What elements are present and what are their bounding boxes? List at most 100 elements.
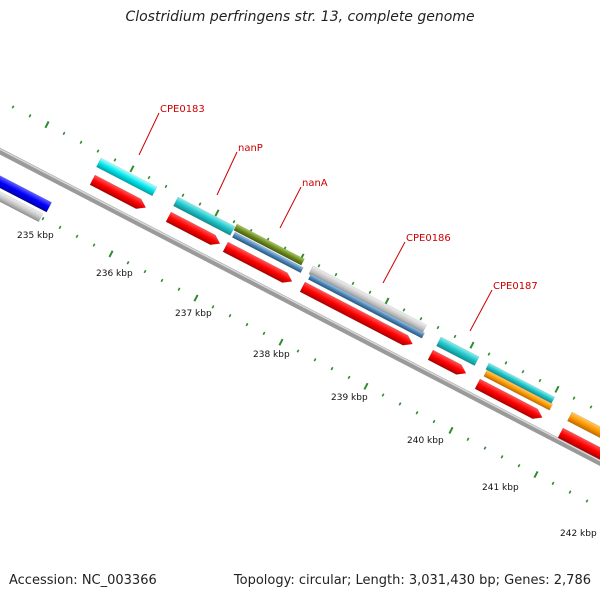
scale-tick bbox=[436, 325, 440, 330]
scale-tick bbox=[193, 294, 199, 302]
scale-tick bbox=[517, 464, 521, 468]
scale-tick bbox=[11, 105, 15, 109]
scale-tick bbox=[487, 352, 491, 356]
scale-tick bbox=[398, 402, 402, 406]
feature-tracks bbox=[0, 157, 600, 462]
scale-tick bbox=[551, 481, 555, 486]
scale-tick bbox=[415, 411, 419, 415]
kbp-label: 242 kbp bbox=[560, 529, 597, 539]
gene-callouts: CPE0183 nanP nanA CPE0186 CPE0187 bbox=[138, 104, 538, 332]
scale-tick bbox=[147, 175, 151, 180]
scale-tick bbox=[500, 455, 504, 459]
orange-feature bbox=[483, 369, 554, 411]
accession-text: Accession: NC_003366 bbox=[9, 573, 157, 588]
nana-steel-feature bbox=[231, 231, 304, 274]
scale-tick bbox=[469, 341, 475, 349]
scale-tick bbox=[568, 490, 572, 494]
kbp-label: 240 kbp bbox=[407, 436, 444, 446]
inner-tick-row bbox=[7, 199, 589, 503]
nana-olive-feature bbox=[233, 223, 305, 266]
scale-tick bbox=[419, 317, 423, 321]
scale-tick bbox=[181, 193, 185, 197]
kbp-label: 236 kbp bbox=[96, 269, 133, 279]
blue-feature bbox=[0, 159, 52, 213]
scale-tick bbox=[538, 378, 542, 383]
scale-tick bbox=[28, 114, 32, 118]
cpe0183-red-feature bbox=[89, 174, 147, 209]
scale-tick bbox=[384, 297, 390, 305]
kbp-scale: 235 kbp 236 kbp 237 kbp 238 kbp 239 kbp … bbox=[17, 231, 597, 539]
scale-tick bbox=[351, 281, 355, 286]
scale-tick bbox=[177, 287, 181, 291]
scale-tick bbox=[334, 272, 338, 277]
gene-label-nana: nanA bbox=[302, 178, 328, 189]
nana-red-feature bbox=[222, 241, 293, 283]
scale-tick bbox=[96, 149, 100, 153]
kbp-label: 239 kbp bbox=[331, 393, 368, 403]
kbp-label: 238 kbp bbox=[253, 350, 290, 360]
scale-tick bbox=[589, 405, 593, 409]
scale-tick bbox=[432, 419, 436, 424]
red-feature-edge bbox=[557, 427, 600, 462]
scale-tick bbox=[92, 243, 96, 247]
scale-tick bbox=[143, 269, 147, 274]
scale-tick bbox=[164, 184, 168, 189]
scale-tick bbox=[585, 499, 589, 503]
scale-tick bbox=[363, 382, 369, 390]
scale-tick bbox=[572, 396, 576, 400]
scale-tick bbox=[245, 322, 249, 327]
scale-tick bbox=[466, 437, 470, 441]
scale-tick bbox=[58, 225, 62, 230]
red-feature bbox=[474, 378, 543, 419]
scale-tick bbox=[278, 338, 284, 346]
gene-label-nanp: nanP bbox=[238, 143, 263, 154]
scale-tick bbox=[554, 385, 560, 393]
teal-feature bbox=[485, 362, 556, 404]
outer-tick-row bbox=[11, 105, 593, 409]
gray-feature-left bbox=[0, 175, 44, 223]
kbp-label: 237 kbp bbox=[175, 309, 212, 319]
genome-summary-text: Topology: circular; Length: 3,031,430 bp… bbox=[233, 573, 591, 588]
scale-tick bbox=[347, 375, 351, 380]
scale-tick bbox=[160, 278, 164, 283]
scale-tick bbox=[317, 264, 321, 268]
scale-tick bbox=[521, 370, 525, 374]
map-title: Clostridium perfringens str. 13, complet… bbox=[125, 9, 475, 25]
genome-backbone bbox=[0, 147, 600, 466]
scale-tick bbox=[126, 261, 130, 265]
scale-tick bbox=[129, 165, 135, 173]
scale-tick bbox=[381, 393, 385, 397]
scale-tick bbox=[62, 131, 66, 136]
scale-tick bbox=[483, 446, 487, 450]
scale-tick bbox=[453, 334, 457, 339]
scale-tick bbox=[330, 366, 334, 371]
scale-tick bbox=[368, 290, 372, 294]
scale-tick bbox=[448, 426, 454, 434]
gene-label-cpe0186: CPE0186 bbox=[406, 233, 451, 244]
orange-feature-edge bbox=[567, 411, 600, 440]
nanp-red-feature bbox=[165, 211, 221, 246]
kbp-label: 241 kbp bbox=[482, 483, 519, 493]
cpe0183-cyan-feature bbox=[96, 157, 158, 197]
scale-tick bbox=[44, 121, 50, 129]
cpe0186-red-feature bbox=[299, 281, 413, 346]
scale-tick bbox=[504, 361, 508, 365]
gene-label-cpe0183: CPE0183 bbox=[160, 104, 205, 115]
scale-tick bbox=[313, 358, 317, 362]
nanp-teal-feature bbox=[173, 196, 236, 236]
scale-tick bbox=[296, 349, 300, 353]
cpe0186-steel-feature bbox=[307, 273, 425, 339]
scale-tick bbox=[214, 209, 220, 217]
scale-tick bbox=[228, 314, 232, 318]
scale-tick bbox=[41, 216, 45, 221]
cpe0187-red-feature bbox=[427, 349, 467, 375]
cpe0187-teal-feature bbox=[436, 336, 480, 367]
scale-tick bbox=[232, 220, 236, 224]
scale-tick bbox=[402, 308, 406, 312]
gene-label-cpe0187: CPE0187 bbox=[493, 281, 538, 292]
kbp-label: 235 kbp bbox=[17, 231, 54, 241]
scale-tick bbox=[262, 331, 266, 336]
scale-tick bbox=[113, 158, 117, 162]
scale-tick bbox=[79, 140, 83, 144]
